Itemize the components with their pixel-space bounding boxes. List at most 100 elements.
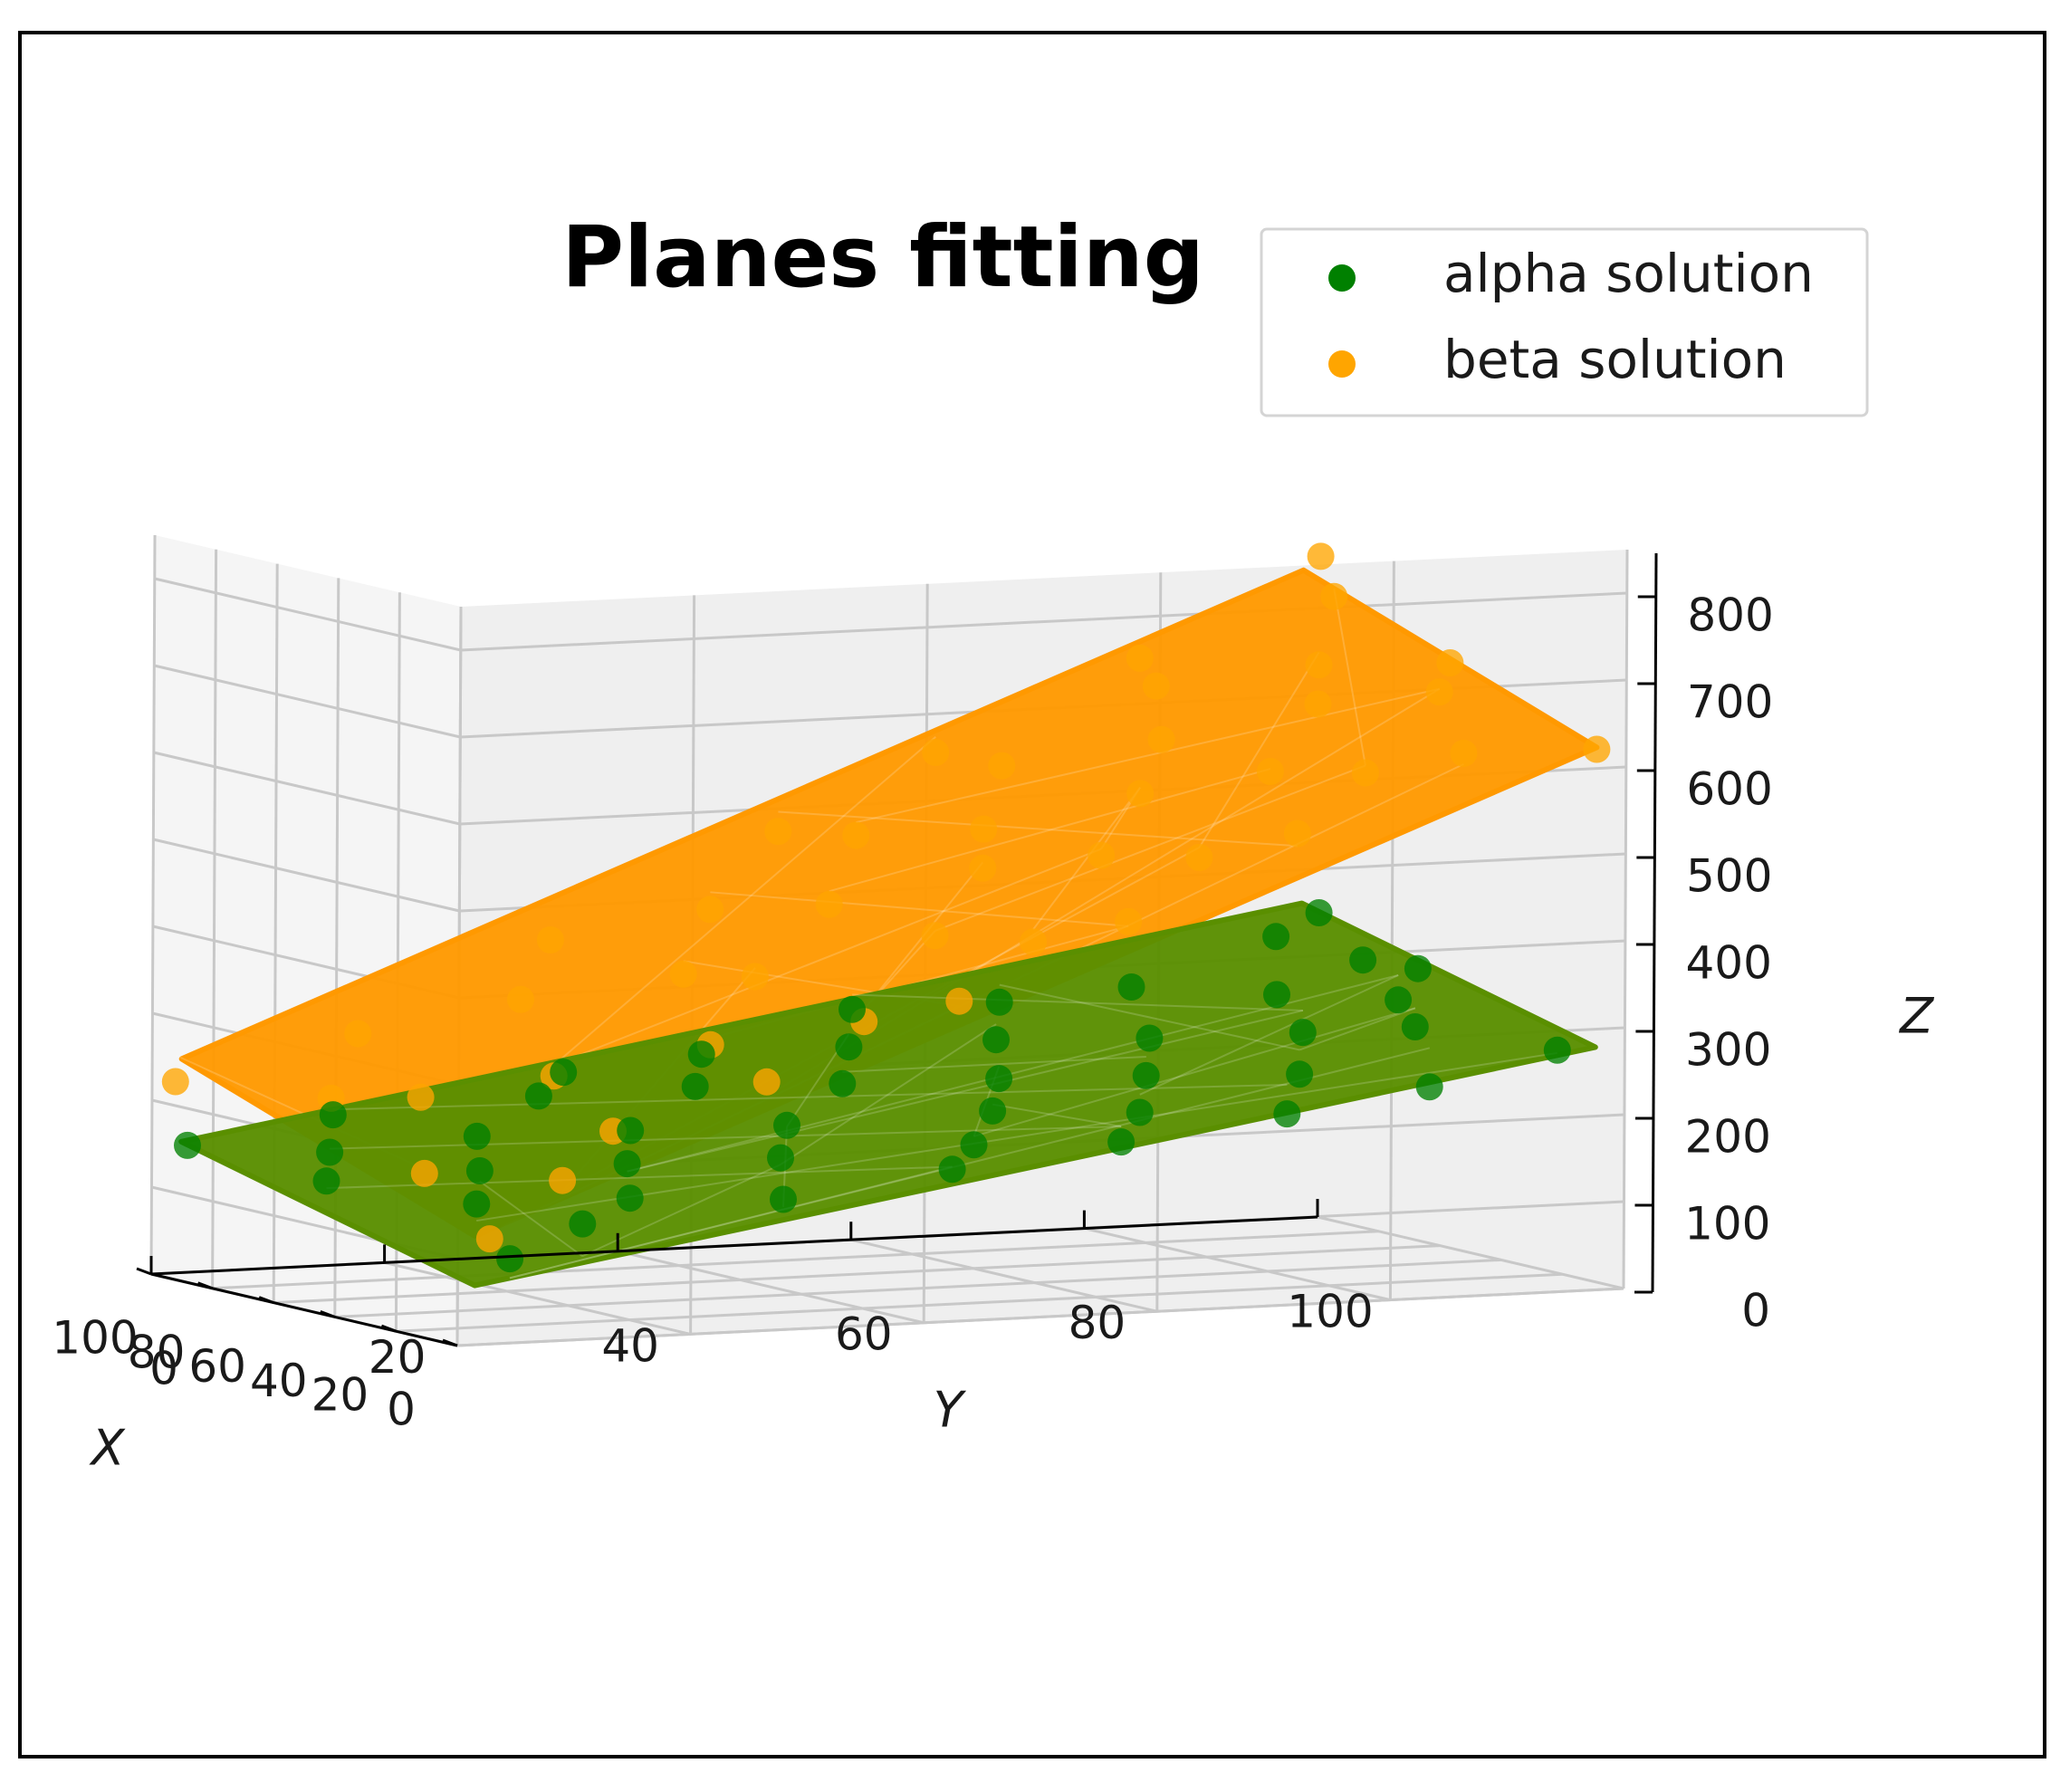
surface-mesh-line [856,687,1440,824]
plane-surfaces [175,567,1600,1289]
surface-mesh-line [479,1180,583,1258]
data-point [770,1185,797,1213]
data-point [696,896,724,924]
data-point [1415,1073,1443,1101]
y-axis-line [150,1215,1318,1276]
data-point [1425,678,1453,706]
y-axis-label: Y [934,1381,967,1438]
data-point [1436,649,1464,676]
legend-entry-alpha: alpha solution [1443,243,1814,304]
surface-mesh-line [1139,974,1399,1096]
data-point [669,960,697,988]
surface-mesh-line [332,1083,1288,1111]
data-point [524,1082,552,1110]
data-point [945,987,973,1015]
x-tick [258,1296,274,1305]
z-tick-label: 300 [1685,1024,1771,1077]
data-point [410,1159,438,1187]
surface-mesh-line [778,810,1298,848]
data-point [815,890,843,918]
data-point [1543,1036,1571,1064]
data-point [549,1166,577,1194]
data-point [1126,1098,1154,1126]
legend-box [1260,227,1869,417]
z-tick-label: 600 [1686,763,1772,816]
z-tick-label: 200 [1684,1111,1770,1164]
data-point [1117,973,1145,1001]
data-point [979,1097,1007,1125]
data-point [969,854,997,882]
legend-marker-alpha [1328,264,1356,292]
data-point [616,1184,644,1212]
x-tick-label: 80 [128,1326,186,1378]
data-point [1142,672,1170,700]
data-point [1126,780,1155,808]
x-tick [380,1324,397,1333]
y-tick-label: 20 [369,1331,426,1384]
data-point [988,752,1016,780]
y-tick-label: 60 [835,1308,893,1361]
data-point [465,1157,494,1184]
surface-mesh-line [581,1164,781,1258]
z-tick-label: 400 [1685,937,1771,990]
z-tick-label: 700 [1687,676,1773,729]
grid-line [456,1287,1624,1347]
data-point [985,988,1013,1016]
z-tick-label: 500 [1686,850,1772,903]
data-point [1286,1060,1314,1088]
surface-mesh-line [1198,651,1320,848]
x-tick-label: 60 [188,1340,246,1393]
grid-line [212,1230,1379,1290]
data-point [1349,946,1377,974]
data-point [1385,986,1413,1014]
data-point [463,1122,491,1150]
data-point [1185,844,1213,871]
x-tick-label: 0 [387,1384,416,1436]
x-axis-label: X [89,1420,126,1477]
data-point [842,821,870,849]
data-point [773,1111,800,1139]
surface-0 [178,900,1598,1289]
y-tick-label: 80 [1069,1297,1126,1349]
data-point [1450,739,1478,767]
data-point [174,1131,201,1159]
data-point [1115,907,1143,935]
data-point [921,922,949,950]
surface-mesh-line [710,891,1129,927]
data-point [463,1190,491,1218]
data-point [752,1068,781,1096]
data-point [475,1225,503,1253]
data-point [764,818,792,846]
data-point [681,1072,709,1100]
x-tick [136,1267,152,1276]
y-tick-label: 100 [1287,1286,1373,1338]
surface-mesh-line [1333,588,1366,766]
surface-mesh-line [829,768,1271,893]
data-point [1404,954,1432,982]
grid-line [153,838,460,913]
data-point [982,1026,1010,1054]
surface-mesh-line [852,993,1303,1011]
data-point [1020,928,1047,956]
data-point [1305,899,1333,926]
x-tick [442,1338,458,1347]
grid-line [153,664,461,739]
grid-line [1084,1227,1391,1302]
data-point [1132,1061,1160,1089]
x-tick-label: 100 [52,1312,138,1365]
x-tick-label: 20 [311,1369,369,1422]
data-point [161,1068,189,1096]
surface-mesh-line [627,973,1399,1173]
data-point [507,985,534,1013]
surface-mesh-line [1299,1007,1416,1051]
data-point [1256,758,1284,785]
scatter-points [161,542,1611,1273]
data-point [496,1245,524,1273]
surface-mesh-line [330,1126,1122,1150]
grid-line [1317,1215,1624,1290]
surface-mesh-line [509,1165,953,1279]
grid-line [154,577,462,652]
data-point [829,1069,857,1097]
